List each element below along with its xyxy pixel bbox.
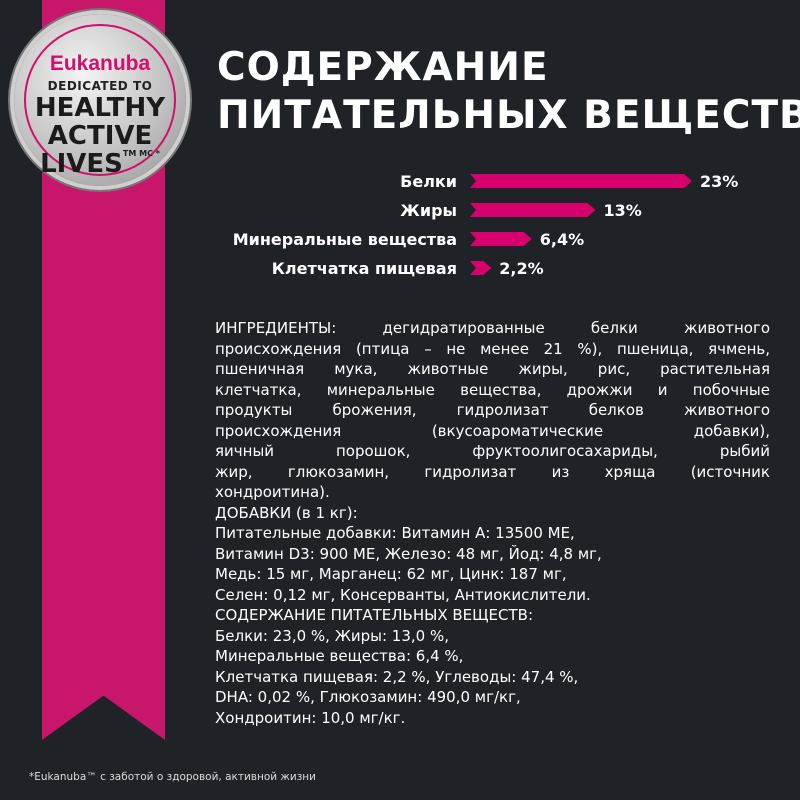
ingredients-line: ИНГРЕДИЕНТЫ: дегидратированные белки животн… xyxy=(215,319,770,337)
badge-line2: ACTIVE xyxy=(47,121,153,151)
bar xyxy=(470,232,532,246)
badge-brand: Eukanuba xyxy=(49,52,151,75)
ingredients-line: яичный порошок, фруктоолигосахариды, рыбий xyxy=(215,442,770,460)
bar-label: Жиры xyxy=(400,200,457,220)
ingredients-line: происхождения (птица – не менее 21%), пшеница,… xyxy=(215,339,770,358)
ingredients-line: хондроитина). xyxy=(215,483,330,501)
chart-row: Белки 23% xyxy=(0,167,800,195)
ingredients-line: клетчатка, минеральные вещества, дрожжи и поб… xyxy=(215,380,770,399)
ingredients-line: пшеничная мука, животные жиры, рис, раститель… xyxy=(215,360,770,378)
ingredients-line: DHA: 0,02 %, Глюкозамин: 490,0 мг/кг, xyxy=(215,688,521,706)
ingredients-line: происхождения (вкусоароматические добавки)… xyxy=(215,421,770,440)
chart-row: Клетчатка пищевая 2,2% xyxy=(0,254,800,282)
bar-value: 13% xyxy=(603,200,642,220)
ingredients-line: СОДЕРЖАНИЕ ПИТАТЕЛЬНЫХ ВЕЩЕСТВ: xyxy=(215,606,534,624)
bar-label: Белки xyxy=(400,171,457,191)
ingredients-line: жир, глюкозамин, гидролизат из хряща (источни… xyxy=(215,462,770,481)
badge-line3: LIVESTM MC * xyxy=(40,149,160,179)
bar xyxy=(470,174,692,188)
ingredients-line: Медь: 15 мг, Марганец: 62 мг, Цинк: 187 … xyxy=(215,565,567,583)
ingredients-line: продукты брожения, гидролизат белков животно… xyxy=(215,401,770,419)
ingredients-line: Хондроитин: 10,0 мг/кг. xyxy=(215,708,406,727)
brand-badge-logo: Eukanuba DEDICATED TO HEALTHY ACTIVE LIV… xyxy=(14,14,186,186)
bar-label: Клетчатка пищевая xyxy=(271,258,457,278)
bar-value: 23% xyxy=(700,171,739,191)
ingredients-line: Селен: 0,12 мг, Консерванты, Антиокислит… xyxy=(215,585,591,604)
page-title: СОДЕРЖАНИЕ ПИТАТЕЛЬНЫХ ВЕЩЕСТВ xyxy=(217,45,800,138)
ingredients-line: ДОБАВКИ (в 1 кг): xyxy=(215,503,358,522)
footnote: *Eukanuba™ с заботой о здоровой, активно… xyxy=(29,771,316,783)
chart-row: Жиры 13% xyxy=(0,196,800,224)
ingredients-line: Питательные добавки: Витамин А: 13500 МЕ… xyxy=(215,524,575,542)
ingredients-line: Минеральные вещества: 6,4 %, xyxy=(215,647,464,665)
bar-value: 6,4% xyxy=(539,229,585,249)
badge-line1: HEALTHY xyxy=(34,93,166,123)
ingredients-line: Клетчатка пищевая: 2,2 %, Углеводы: 47,4… xyxy=(215,667,579,686)
badge-dedicated: DEDICATED TO xyxy=(47,79,153,93)
ingredients-line: Витамин D3: 900 МЕ, Железо: 48 мг, Йод: … xyxy=(215,544,602,563)
ingredients-text: ИНГРЕДИЕНТЫ: дегидратированные белки животн… xyxy=(215,318,770,728)
chart-row: Минеральные вещества 6,4% xyxy=(0,225,800,253)
bar xyxy=(470,203,595,217)
bar xyxy=(470,261,491,275)
ingredients-line: Белки: 23,0 %, Жиры: 13,0 %, xyxy=(215,626,449,645)
bar-value: 2,2% xyxy=(499,258,544,278)
bar-label: Минеральные вещества xyxy=(232,229,457,249)
